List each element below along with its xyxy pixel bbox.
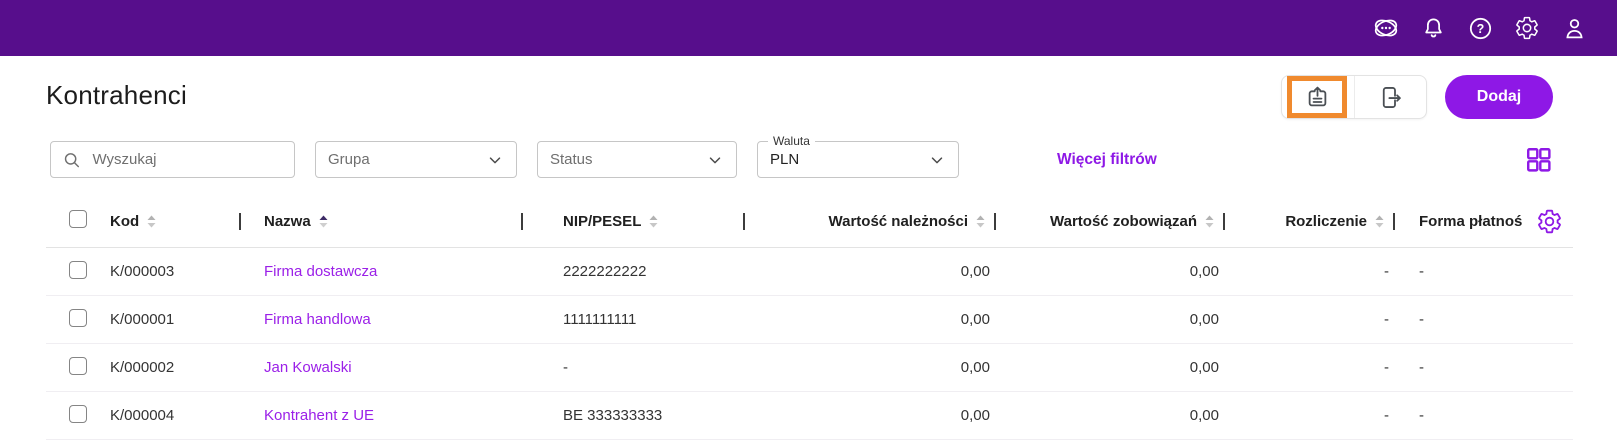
column-header-nazwa[interactable]: Nazwa — [241, 196, 523, 247]
cell-rozliczenie: - — [1384, 407, 1389, 424]
status-dropdown-label: Status — [550, 151, 593, 168]
column-divider — [994, 213, 996, 230]
sort-icon — [648, 214, 659, 229]
column-header-rozliczenie[interactable]: Rozliczenie — [1225, 196, 1395, 247]
cell-naleznosci: 0,00 — [960, 359, 990, 376]
column-header-nip-pesel[interactable]: NIP/PESEL — [523, 196, 745, 247]
cell-naleznosci: 0,00 — [960, 407, 990, 424]
cell-nip: 1111111111 — [563, 311, 637, 328]
user-profile-icon[interactable] — [1561, 15, 1587, 41]
table-row: K/000003 Firma dostawcza 2222222222 0,00… — [46, 248, 1573, 296]
cell-kod: K/000003 — [110, 263, 175, 280]
add-button[interactable]: Dodaj — [1445, 75, 1553, 119]
cell-kod: K/000002 — [110, 359, 175, 376]
cell-nip: 2222222222 — [563, 263, 647, 280]
currency-dropdown-floating-label: Waluta — [768, 134, 815, 149]
select-all-checkbox[interactable] — [69, 210, 87, 228]
currency-dropdown[interactable]: Waluta PLN — [757, 134, 959, 178]
sort-icon-ascending-active — [318, 214, 329, 229]
filter-bar: Grupa Status Waluta PLN Więcej filtrów — [50, 134, 1157, 178]
column-header-wartosc-naleznosci[interactable]: Wartość należności — [745, 196, 996, 247]
chevron-down-icon — [486, 151, 504, 169]
column-settings-button[interactable] — [1525, 208, 1573, 235]
row-checkbox[interactable] — [69, 260, 87, 279]
import-button[interactable] — [1282, 76, 1354, 118]
export-button[interactable] — [1353, 76, 1427, 118]
column-divider — [521, 213, 523, 230]
cell-forma-platnosci: - — [1419, 407, 1424, 424]
svg-text:?: ? — [1476, 21, 1484, 35]
group-dropdown-label: Grupa — [328, 151, 370, 168]
sort-icon — [1374, 214, 1385, 229]
cell-forma-platnosci: - — [1419, 311, 1424, 328]
cell-rozliczenie: - — [1384, 311, 1389, 328]
column-header-wartosc-zobowiazan[interactable]: Wartość zobowiązań — [996, 196, 1225, 247]
table-row: K/000001 Firma handlowa 1111111111 0,00 … — [46, 296, 1573, 344]
row-checkbox[interactable] — [69, 356, 87, 375]
row-checkbox[interactable] — [69, 308, 87, 327]
cell-nip: BE 333333333 — [563, 407, 663, 424]
contractor-link[interactable]: Jan Kowalski — [264, 359, 352, 376]
export-document-icon — [1382, 86, 1401, 108]
column-divider — [1223, 213, 1225, 230]
settings-gear-icon[interactable] — [1514, 15, 1540, 41]
notifications-bell-icon[interactable] — [1420, 15, 1446, 41]
cell-forma-platnosci: - — [1419, 263, 1424, 280]
column-divider — [1393, 213, 1395, 230]
contractor-link[interactable]: Firma handlowa — [264, 311, 371, 328]
more-filters-link[interactable]: Więcej filtrów — [1057, 150, 1157, 168]
column-settings-gear-icon — [1537, 209, 1561, 234]
cell-kod: K/000001 — [110, 311, 175, 328]
contractor-link[interactable]: Firma dostawcza — [264, 263, 378, 280]
column-divider — [239, 213, 241, 230]
sort-icon — [975, 214, 986, 229]
page-title: Kontrahenci — [46, 80, 187, 110]
help-icon[interactable]: ? — [1467, 15, 1493, 41]
cell-rozliczenie: - — [1384, 263, 1389, 280]
grid-view-toggle[interactable] — [1524, 145, 1553, 174]
status-dropdown[interactable]: Status — [537, 141, 737, 178]
assistant-icon[interactable] — [1373, 15, 1399, 41]
search-field[interactable] — [50, 141, 295, 178]
cell-rozliczenie: - — [1384, 359, 1389, 376]
sort-icon — [146, 214, 157, 229]
contractor-link[interactable]: Kontrahent z UE — [264, 407, 375, 424]
column-header-kod[interactable]: Kod — [110, 196, 241, 247]
list-action-buttons — [1281, 75, 1427, 119]
cell-zobowiazania: 0,00 — [1189, 311, 1219, 328]
cell-zobowiazania: 0,00 — [1189, 407, 1219, 424]
cell-nip: - — [563, 359, 568, 376]
cell-forma-platnosci: - — [1419, 359, 1424, 376]
chevron-down-icon — [928, 151, 946, 169]
search-icon — [64, 152, 79, 167]
table-row: K/000002 Jan Kowalski - 0,00 0,00 - - — [46, 344, 1573, 392]
cell-kod: K/000004 — [110, 407, 175, 424]
cell-naleznosci: 0,00 — [960, 311, 990, 328]
currency-dropdown-value: PLN — [770, 151, 800, 168]
column-header-forma-platnosci: Forma płatnoś — [1419, 213, 1523, 230]
cell-naleznosci: 0,00 — [960, 263, 990, 280]
topbar: ? — [0, 0, 1617, 56]
cell-zobowiazania: 0,00 — [1189, 359, 1219, 376]
contractors-table: Kod Nazwa NIP/PESEL Wartość należności — [46, 196, 1573, 440]
chevron-down-icon — [706, 151, 724, 169]
table-row: K/000004 Kontrahent z UE BE 333333333 0,… — [46, 392, 1573, 440]
sort-icon — [1204, 214, 1215, 229]
column-divider — [743, 213, 745, 230]
row-checkbox[interactable] — [69, 404, 87, 423]
grid-view-icon — [1527, 148, 1551, 172]
import-archive-icon — [1308, 86, 1327, 106]
search-input[interactable] — [90, 150, 282, 169]
group-dropdown[interactable]: Grupa — [315, 141, 517, 178]
cell-zobowiazania: 0,00 — [1189, 263, 1219, 280]
table-header-row: Kod Nazwa NIP/PESEL Wartość należności — [46, 196, 1573, 248]
